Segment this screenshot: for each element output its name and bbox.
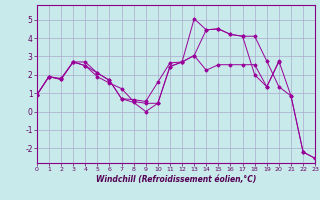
- X-axis label: Windchill (Refroidissement éolien,°C): Windchill (Refroidissement éolien,°C): [96, 175, 256, 184]
